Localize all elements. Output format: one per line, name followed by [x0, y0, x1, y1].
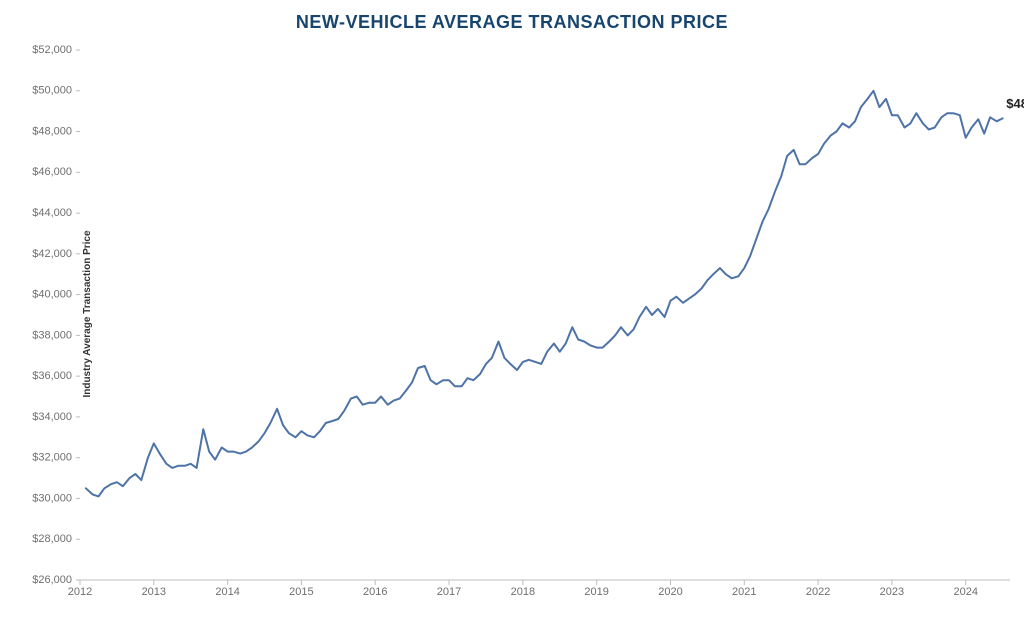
y-tick-label: $40,000	[32, 289, 72, 301]
y-tick-label: $34,000	[32, 411, 72, 423]
chart-title: NEW-VEHICLE AVERAGE TRANSACTION PRICE	[0, 12, 1024, 33]
y-tick-label: $38,000	[32, 329, 72, 341]
x-tick-label: 2024	[953, 586, 977, 598]
x-tick-label: 2014	[215, 586, 239, 598]
y-tick-label: $28,000	[32, 533, 72, 545]
x-tick-label: 2017	[437, 586, 461, 598]
y-tick-label: $48,000	[32, 125, 72, 137]
x-tick-label: 2020	[658, 586, 682, 598]
x-tick-label: 2019	[584, 586, 608, 598]
x-tick-label: 2015	[289, 586, 313, 598]
chart-container: NEW-VEHICLE AVERAGE TRANSACTION PRICE In…	[0, 0, 1024, 628]
y-tick-label: $36,000	[32, 370, 72, 382]
chart-svg: $26,000 $28,000 $30,000 $32,000 $34,000 $36,0…	[0, 0, 1024, 628]
price-series-line	[86, 91, 1003, 497]
y-tick-label: $52,000	[32, 44, 72, 56]
x-tick-label: 2012	[68, 586, 92, 598]
y-tick-label: $42,000	[32, 248, 72, 260]
x-tick-label: 2022	[806, 586, 830, 598]
x-tick-label: 2023	[880, 586, 904, 598]
y-tick-label: $50,000	[32, 85, 72, 97]
y-tick-label: $46,000	[32, 166, 72, 178]
x-tick-label: 2021	[732, 586, 756, 598]
last-value-annotation: $48,644	[1006, 96, 1024, 111]
y-tick-label: $44,000	[32, 207, 72, 219]
x-tick-label: 2013	[142, 586, 166, 598]
y-tick-label: $30,000	[32, 492, 72, 504]
y-axis-label: Industry Average Transaction Price	[82, 230, 93, 397]
y-tick-label: $32,000	[32, 452, 72, 464]
y-tick-label: $26,000	[32, 574, 72, 586]
x-tick-label: 2016	[363, 586, 387, 598]
x-tick-label: 2018	[511, 586, 535, 598]
